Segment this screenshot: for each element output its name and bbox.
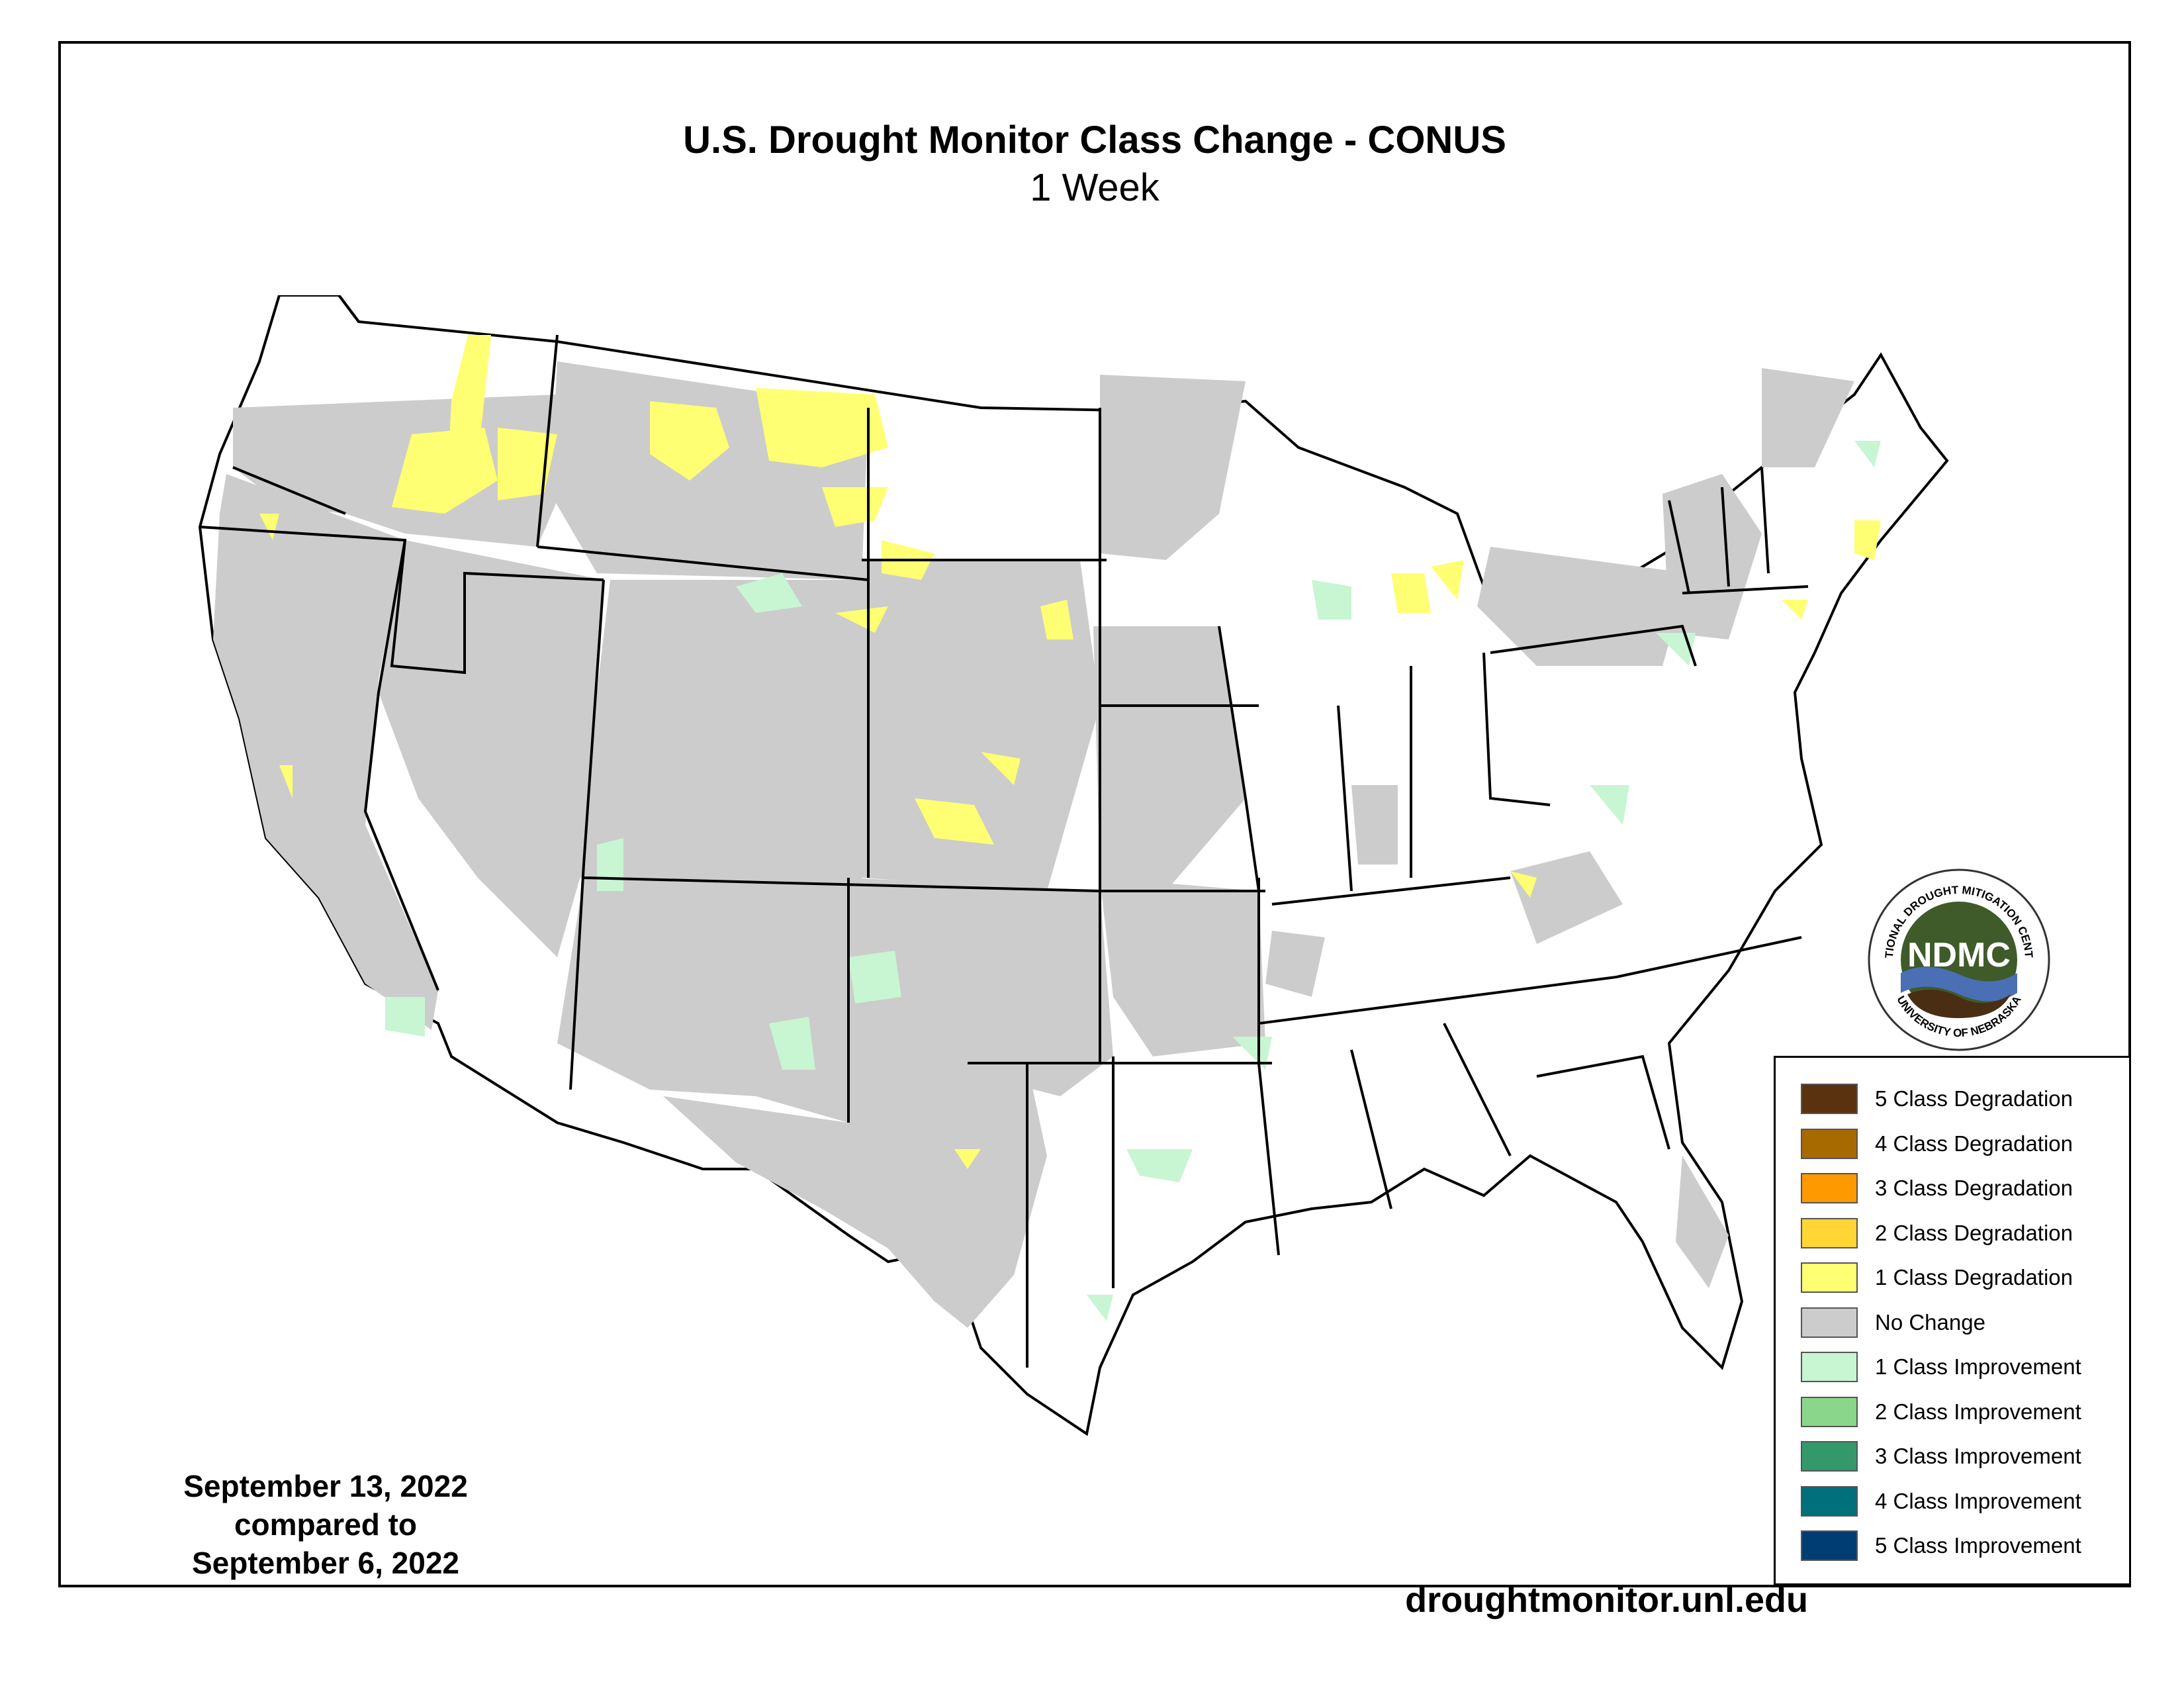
current-date: September 13, 2022 bbox=[183, 1469, 468, 1503]
map-title: U.S. Drought Monitor Class Change - CONU… bbox=[683, 118, 1506, 162]
legend-item: No Change bbox=[1801, 1305, 1985, 1340]
map-frame: U.S. Drought Monitor Class Change - CONU… bbox=[58, 41, 2131, 1620]
legend-label: 4 Class Improvement bbox=[1875, 1488, 2081, 1513]
legend-swatch bbox=[1801, 1530, 1858, 1561]
source-url: droughtmonitor.unl.edu bbox=[1405, 1580, 1808, 1620]
legend-item: 5 Class Improvement bbox=[1801, 1528, 2081, 1563]
compared-to-text: compared to bbox=[234, 1507, 418, 1542]
legend-swatch bbox=[1801, 1173, 1858, 1203]
legend-swatch bbox=[1801, 1352, 1858, 1382]
map-subtitle: 1 Week bbox=[1030, 166, 1160, 209]
one-class-improvement-areas bbox=[385, 441, 1881, 1321]
legend-item: 3 Class Degradation bbox=[1801, 1171, 2073, 1205]
legend-label: 1 Class Improvement bbox=[1875, 1354, 2081, 1379]
conus-map bbox=[198, 295, 1949, 1436]
state-boundaries bbox=[199, 295, 1809, 1368]
one-class-degradation-areas bbox=[259, 335, 1881, 1169]
legend-item: 1 Class Improvement bbox=[1801, 1350, 2081, 1384]
legend-item: 2 Class Degradation bbox=[1801, 1216, 2073, 1250]
legend-item: 4 Class Degradation bbox=[1801, 1127, 2073, 1161]
legend-label: No Change bbox=[1875, 1309, 1985, 1335]
legend-swatch bbox=[1801, 1217, 1858, 1248]
legend-label: 2 Class Degradation bbox=[1875, 1220, 2073, 1245]
legend-item: 2 Class Improvement bbox=[1801, 1395, 2081, 1429]
legend-swatch bbox=[1801, 1084, 1858, 1114]
legend-label: 1 Class Degradation bbox=[1875, 1265, 2073, 1289]
legend-item: 1 Class Degradation bbox=[1801, 1260, 2073, 1295]
legend-swatch bbox=[1801, 1441, 1858, 1472]
legend-swatch bbox=[1801, 1307, 1858, 1338]
legend-item: 4 Class Improvement bbox=[1801, 1484, 2081, 1519]
ndmc-logo: NATIONAL DROUGHT MITIGATION CENTER UNIVE… bbox=[1866, 867, 2050, 1051]
comparison-dates: September 13, 2022 compared to September… bbox=[154, 1467, 498, 1582]
legend-label: 3 Class Improvement bbox=[1875, 1444, 2081, 1468]
legend-label: 2 Class Improvement bbox=[1875, 1399, 2081, 1424]
legend-label: 4 Class Degradation bbox=[1875, 1131, 2073, 1156]
logo-center-text: NDMC bbox=[1907, 936, 2011, 974]
legend-swatch bbox=[1801, 1396, 1858, 1427]
legend-swatch bbox=[1801, 1485, 1858, 1517]
legend-swatch bbox=[1801, 1262, 1858, 1293]
legend-swatch bbox=[1801, 1128, 1858, 1159]
legend: 5 Class Degradation 4 Class Degradation 3 … bbox=[1774, 1056, 2131, 1585]
legend-label: 3 Class Degradation bbox=[1875, 1176, 2073, 1200]
legend-label: 5 Class Improvement bbox=[1875, 1533, 2081, 1558]
legend-label: 5 Class Degradation bbox=[1875, 1086, 2073, 1111]
legend-item: 5 Class Degradation bbox=[1801, 1082, 2073, 1116]
legend-item: 3 Class Improvement bbox=[1801, 1439, 2081, 1474]
previous-date: September 6, 2022 bbox=[191, 1546, 459, 1580]
